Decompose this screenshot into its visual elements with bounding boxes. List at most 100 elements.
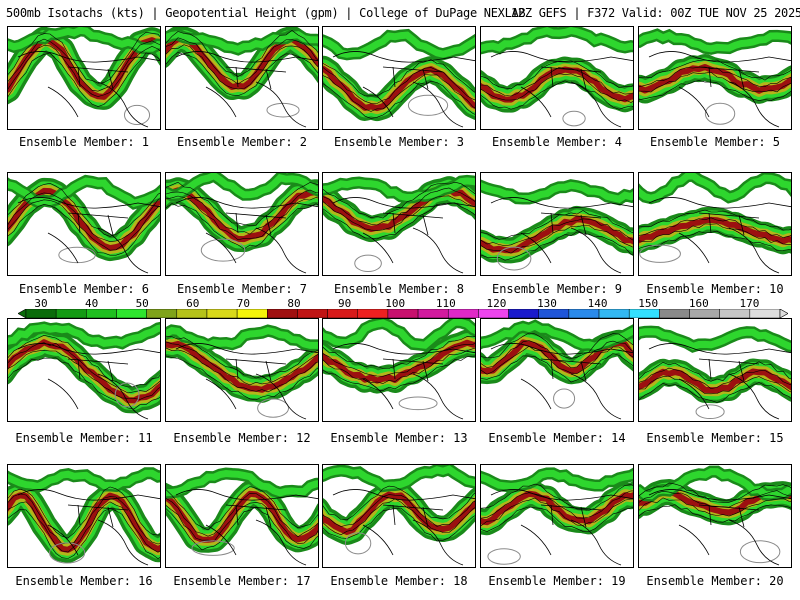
height-contour — [323, 187, 475, 226]
member-label: Ensemble Member: 15 — [646, 431, 784, 445]
coastline — [175, 51, 318, 128]
coastline — [490, 51, 633, 128]
height-contour — [323, 485, 475, 521]
height-contour — [639, 367, 791, 390]
isotach-band — [481, 181, 633, 203]
height-contour-low — [553, 388, 576, 409]
member-label: Ensemble Member: 2 — [176, 135, 308, 149]
colorbar-tick-label: 120 — [486, 297, 507, 310]
height-contour — [8, 203, 160, 256]
height-contour — [166, 341, 318, 386]
height-contour-low — [191, 540, 235, 556]
colorbar-swatch — [206, 309, 238, 318]
ensemble-map-panel — [165, 464, 319, 568]
height-contour — [8, 486, 160, 539]
colorbar-tick-label: 40 — [84, 297, 99, 310]
height-contour-low — [200, 238, 246, 262]
colorbar-swatch — [116, 309, 147, 318]
height-contour-low — [496, 246, 532, 271]
isotach-band — [639, 328, 791, 351]
member-label: Ensemble Member: 9 — [491, 282, 623, 296]
height-contour-low — [639, 244, 681, 263]
ensemble-map-panel — [165, 318, 319, 422]
member-label: Ensemble Member: 17 — [173, 574, 311, 588]
ensemble-map-panel — [7, 318, 161, 422]
title-left: 500mb Isotachs (kts) | Geopotential Heig… — [6, 6, 526, 20]
height-contour — [639, 375, 791, 395]
colorbar-swatch — [478, 309, 509, 318]
height-contour — [166, 506, 318, 551]
member-label: Ensemble Member: 13 — [330, 431, 468, 445]
coastline — [175, 343, 318, 420]
height-contour — [481, 231, 633, 261]
isotach-map — [481, 27, 633, 128]
height-contour — [323, 494, 475, 527]
colorbar-tick-label: 30 — [34, 297, 48, 310]
coastline — [332, 51, 475, 128]
height-contour — [8, 357, 160, 410]
colorbar-swatch — [689, 309, 720, 318]
height-contour — [166, 203, 318, 250]
isotach-band — [8, 177, 160, 208]
height-contour — [481, 497, 633, 527]
height-contour-low — [123, 104, 151, 126]
coastline — [648, 197, 791, 274]
colorbar-min-arrow — [18, 309, 27, 318]
isotach-band — [481, 27, 633, 52]
isotach-map — [166, 324, 318, 420]
height-contour — [323, 59, 475, 97]
height-contour-low — [487, 548, 521, 565]
height-contour — [323, 67, 475, 104]
height-contour — [8, 334, 160, 388]
height-contour — [481, 60, 633, 90]
isotach-map — [639, 325, 791, 420]
coastline — [332, 343, 475, 420]
colorbar-tick-label: 150 — [638, 297, 659, 310]
member-label: Ensemble Member: 19 — [488, 574, 626, 588]
colorbar-swatch — [508, 309, 539, 318]
isotach-map — [166, 27, 318, 128]
height-contour-low — [354, 254, 382, 273]
isotach-band — [8, 27, 160, 52]
height-contour — [8, 38, 160, 92]
height-contour — [323, 348, 475, 384]
colorbar-swatch — [267, 309, 298, 318]
height-contour — [8, 182, 160, 237]
ensemble-map-panel — [638, 464, 792, 568]
isotach-map — [481, 319, 633, 420]
height-contour — [481, 340, 633, 369]
isotach-band — [323, 339, 475, 384]
height-contour-low — [695, 404, 725, 420]
page-title: 500mb Isotachs (kts) | Geopotential Heig… — [6, 6, 800, 20]
isotach-band — [323, 319, 475, 349]
height-contour — [166, 181, 318, 226]
height-contour — [323, 507, 475, 542]
height-contour — [323, 74, 475, 112]
isotach-band — [323, 65, 475, 112]
isotach-band — [323, 465, 475, 490]
isotach-band — [481, 490, 633, 526]
height-contour-low — [562, 110, 586, 127]
height-contour — [8, 501, 160, 553]
isotach-band — [323, 186, 475, 233]
isotach-map — [8, 467, 160, 566]
member-label: Ensemble Member: 6 — [18, 282, 150, 296]
isotach-band — [639, 173, 791, 202]
colorbar-graphic — [18, 309, 788, 318]
height-contour — [639, 66, 791, 88]
height-contour — [8, 493, 160, 545]
isotach-map — [323, 465, 475, 566]
isotach-band — [481, 66, 633, 103]
isotach-band — [639, 31, 791, 53]
isotach-band — [166, 469, 318, 497]
coastline — [648, 343, 791, 420]
coastline — [490, 197, 633, 274]
colorbar-swatch — [327, 309, 359, 318]
member-label: Ensemble Member: 10 — [646, 282, 784, 296]
isotach-map — [639, 465, 791, 566]
member-label: Ensemble Member: 1 — [18, 135, 150, 149]
ensemble-map-panel — [165, 172, 319, 276]
isotach-map — [166, 173, 318, 274]
isotach-map — [8, 321, 160, 420]
colorbar-swatch — [659, 309, 690, 318]
